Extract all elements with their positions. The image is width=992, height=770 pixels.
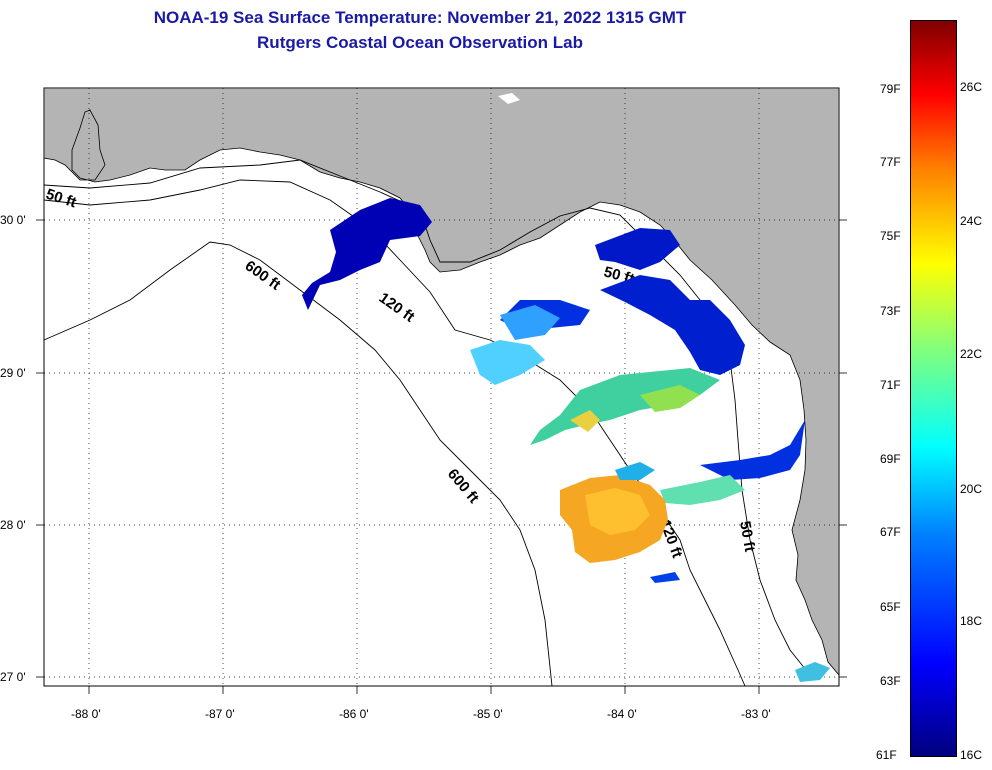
colorbar-f-label: 79F [880, 82, 901, 96]
colorbar-f-label: 75F [880, 229, 901, 243]
frame-ticks [36, 219, 847, 694]
lon-label: -85 0' [473, 707, 503, 721]
colorbar-f-label: 61F [876, 748, 897, 762]
colorbar-f-label: 69F [880, 452, 901, 466]
colorbar-f-label: 71F [880, 378, 901, 392]
sst-patch-cold [700, 420, 805, 480]
lon-label: -83 0' [741, 707, 771, 721]
sst-patch-cold [650, 572, 680, 583]
colorbar-c-label: 26C [960, 80, 983, 94]
colorbar-c-label: 24C [960, 214, 983, 228]
lon-label: -87 0' [205, 707, 235, 721]
lat-label: 28 0' [0, 518, 26, 532]
sst-patch-cold [595, 228, 680, 270]
land-mass [43, 87, 840, 677]
colorbar-c-label: 18C [960, 614, 983, 628]
isobath-600ft [43, 241, 553, 687]
colorbar-f-label: 73F [880, 304, 901, 318]
lon-label: -86 0' [339, 707, 369, 721]
colorbar-f-label: 77F [880, 155, 901, 169]
colorbar-f-label: 63F [880, 674, 901, 688]
lon-label: -84 0' [607, 707, 637, 721]
sst-patch-warm [570, 410, 600, 432]
lat-label: 29 0' [0, 366, 26, 380]
sst-patch-cyan [615, 462, 655, 480]
map-subtitle: Rutgers Coastal Ocean Observation Lab [257, 33, 583, 52]
lake [498, 93, 520, 104]
sst-patch-green [660, 475, 745, 505]
sst-patch-cyan [500, 305, 560, 340]
colorbar-f-label: 65F [880, 600, 901, 614]
color-scale-bar [910, 20, 957, 757]
sst-patch-cyan [795, 662, 830, 682]
sst-patch-cold [600, 275, 745, 375]
lon-label: -88 0' [71, 707, 101, 721]
colorbar-c-label: 16C [960, 748, 983, 762]
isobath-label-50ft-south: 50 ft [736, 520, 758, 553]
lat-label: 30 0' [0, 213, 26, 227]
isobath-50ft [43, 159, 811, 676]
colorbar-c-label: 22C [960, 347, 983, 361]
sst-data [302, 198, 830, 682]
map-title: NOAA-19 Sea Surface Temperature: Novembe… [153, 8, 687, 27]
sst-patch-green [640, 385, 700, 412]
sst-patch-cyan [470, 340, 545, 385]
colorbar-c-label: 20C [960, 482, 983, 496]
lat-label: 27 0' [0, 670, 26, 684]
sst-map: 50 ft 600 ft 120 ft 50 ft 600 ft 120 ft … [0, 87, 847, 721]
sst-patch-cold [302, 198, 432, 310]
colorbar-f-label: 67F [880, 525, 901, 539]
sst-patch-warm [585, 488, 650, 535]
